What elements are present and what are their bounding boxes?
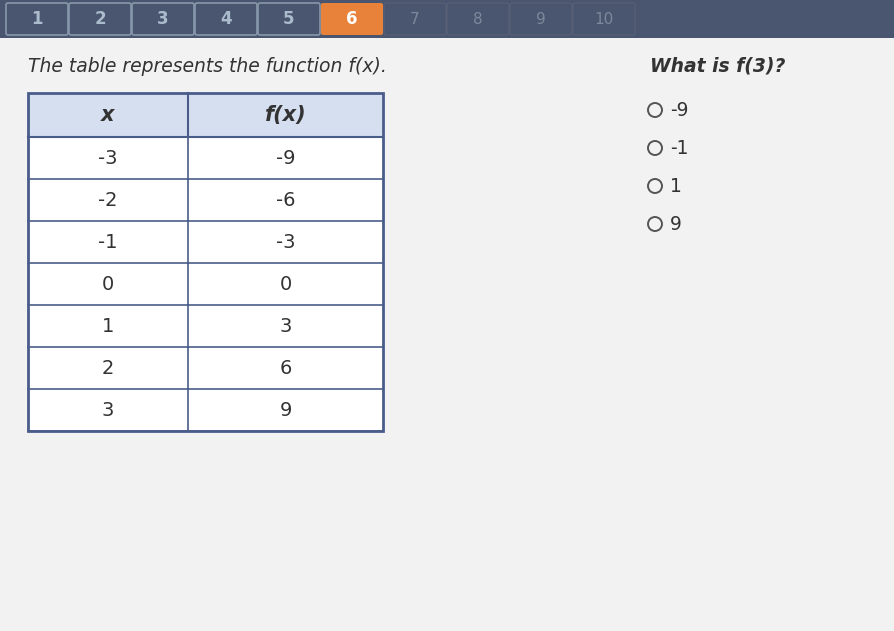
Text: 6: 6 [346, 10, 358, 28]
Bar [28, 179, 383, 221]
FancyBboxPatch shape [384, 3, 445, 35]
Text: -9: -9 [275, 148, 295, 167]
Text: 8: 8 [473, 11, 482, 27]
Text: -9: -9 [670, 100, 687, 119]
Text: What is f(3)?: What is f(3)? [649, 57, 785, 76]
Text: -1: -1 [670, 138, 687, 158]
Text: 3: 3 [157, 10, 169, 28]
Bar [28, 347, 383, 389]
Bar [28, 221, 383, 263]
Text: -3: -3 [275, 232, 295, 252]
Text: 0: 0 [102, 274, 114, 293]
FancyBboxPatch shape [257, 3, 320, 35]
FancyBboxPatch shape [321, 3, 383, 35]
Text: -1: -1 [98, 232, 118, 252]
Text: 5: 5 [283, 10, 294, 28]
Text: 1: 1 [102, 317, 114, 336]
FancyBboxPatch shape [446, 3, 509, 35]
FancyBboxPatch shape [131, 3, 194, 35]
Text: 0: 0 [279, 274, 291, 293]
Text: f(x): f(x) [265, 105, 306, 125]
Text: 1: 1 [31, 10, 43, 28]
Text: 9: 9 [670, 215, 681, 233]
Text: 9: 9 [279, 401, 291, 420]
Text: 9: 9 [536, 11, 545, 27]
Bar [0, 0, 894, 38]
Bar [28, 263, 383, 305]
FancyBboxPatch shape [69, 3, 131, 35]
Bar [28, 389, 383, 431]
FancyBboxPatch shape [510, 3, 571, 35]
Bar [28, 93, 383, 137]
Text: 6: 6 [279, 358, 291, 377]
Text: -6: -6 [275, 191, 295, 209]
Text: 3: 3 [102, 401, 114, 420]
Bar [28, 305, 383, 347]
Text: 7: 7 [409, 11, 419, 27]
Text: The table represents the function f(x).: The table represents the function f(x). [28, 57, 386, 76]
Text: x: x [101, 105, 114, 125]
FancyBboxPatch shape [572, 3, 634, 35]
Text: 2: 2 [94, 10, 105, 28]
Text: -2: -2 [98, 191, 118, 209]
Bar [28, 137, 383, 179]
Bar [28, 93, 383, 431]
FancyBboxPatch shape [6, 3, 68, 35]
Text: 1: 1 [670, 177, 681, 196]
Text: 2: 2 [102, 358, 114, 377]
Text: -3: -3 [98, 148, 118, 167]
Text: 4: 4 [220, 10, 232, 28]
Text: 10: 10 [594, 11, 613, 27]
Text: 3: 3 [279, 317, 291, 336]
FancyBboxPatch shape [195, 3, 257, 35]
